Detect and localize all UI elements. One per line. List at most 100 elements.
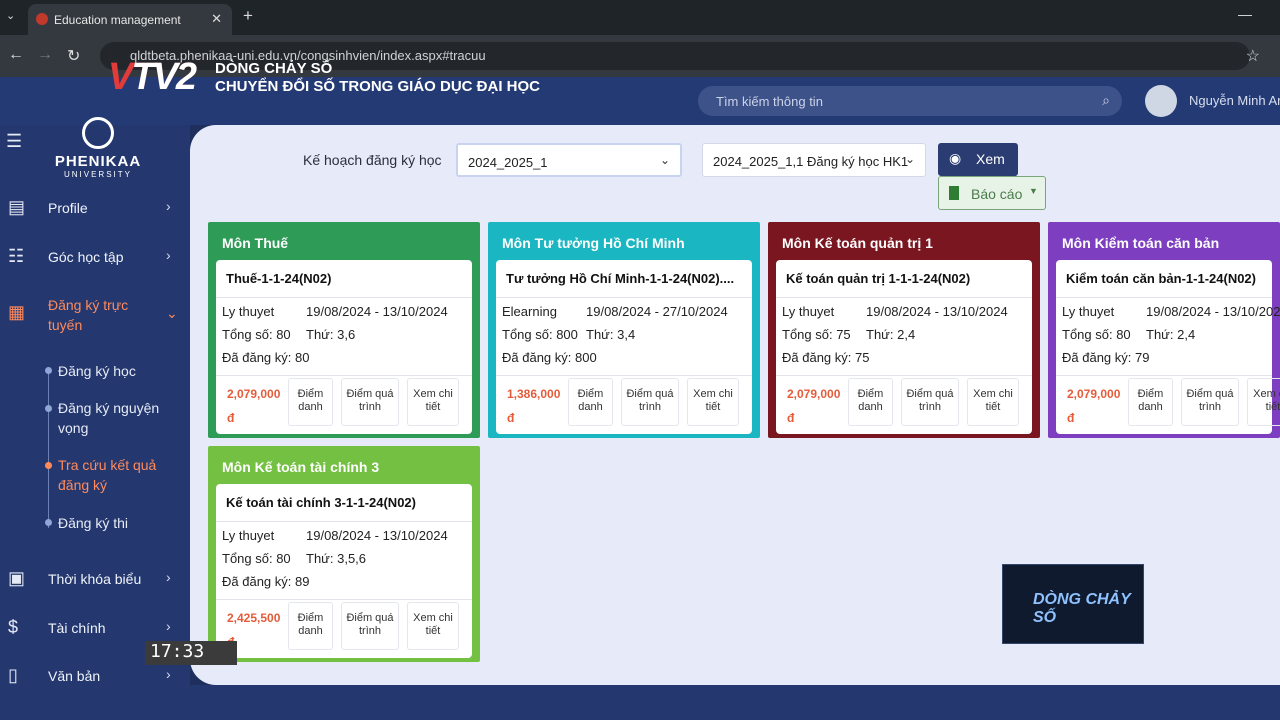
minimize-icon[interactable]: — — [1238, 6, 1252, 22]
eye-icon: ◉ — [949, 150, 962, 166]
search-input[interactable]: Tìm kiếm thông tin ⌕ — [698, 86, 1122, 116]
people-icon: ☷ — [8, 246, 25, 266]
sidebar-item-label: Góc học tập — [48, 249, 124, 265]
price-currency: đ — [787, 411, 795, 425]
overlay-text: DÒNG CHẢY SỐ — [1033, 591, 1131, 626]
sidebar-item-documents[interactable]: ▯ Văn bản › — [0, 658, 190, 694]
course-type-row: Ly thuyet 19/08/2024 - 13/10/2024 — [222, 528, 448, 543]
course-title: Môn Kế toán quản trị 1 — [782, 235, 933, 251]
course-total: Tổng số: 800 — [502, 327, 578, 342]
view-detail-button[interactable]: Xem chi tiết — [967, 378, 1019, 426]
course-total: Tổng số: 75 — [782, 327, 851, 342]
avatar[interactable] — [1145, 85, 1177, 117]
broadcast-overlay: DÒNG CHẢY SỐ — [1002, 564, 1144, 644]
course-code[interactable]: Kế toán tài chính 3-1-1-24(N02) — [226, 495, 416, 510]
bookmark-star-icon[interactable]: ☆ — [1245, 48, 1260, 65]
chevron-right-icon: › — [166, 247, 171, 263]
course-title: Môn Tư tưởng Hồ Chí Minh — [502, 235, 685, 251]
attendance-button[interactable]: Điểm danh — [568, 378, 613, 426]
chevron-right-icon: › — [166, 569, 171, 585]
view-detail-button[interactable]: Xem chi tiết — [407, 602, 459, 650]
close-tab-icon[interactable]: ✕ — [211, 11, 222, 26]
attendance-button[interactable]: Điểm danh — [848, 378, 893, 426]
sidebar-item-study[interactable]: ☷ Góc học tập › — [0, 239, 190, 275]
course-total: Tổng số: 80 — [222, 551, 291, 566]
sidebar-item-profile[interactable]: ▤ Profile › — [0, 190, 190, 226]
plan-value: 2024_2025_1 — [468, 155, 548, 170]
submenu-item-aspiration[interactable]: Đăng ký nguyện vọng — [58, 400, 160, 436]
process-score-button[interactable]: Điểm quá trình — [901, 378, 959, 426]
view-detail-button[interactable]: Xem chi tiết — [407, 378, 459, 426]
course-type: Ly thuyet — [782, 304, 835, 319]
broadcast-clock: 17:33 — [145, 641, 237, 665]
course-code[interactable]: Kế toán quản trị 1-1-1-24(N02) — [786, 271, 971, 286]
course-registered: Đã đăng ký: 80 — [222, 350, 310, 365]
course-box: Tư tưởng Hồ Chí Minh-1-1-24(N02).... Ele… — [496, 260, 752, 434]
course-type: Elearning — [502, 304, 557, 319]
course-type-row: Ly thuyet 19/08/2024 - 13/10/2024 — [1062, 304, 1280, 319]
phase-value: 2024_2025_1,1 Đăng ký học HK1 — [713, 154, 909, 169]
sidebar-item-registration[interactable]: ▦ Đăng ký trực tuyến ⌄ — [0, 295, 190, 341]
phase-select[interactable]: 2024_2025_1,1 Đăng ký học HK1 ⌄ — [702, 143, 926, 177]
course-code[interactable]: Thuế-1-1-24(N02) — [226, 271, 332, 286]
submenu-dot — [45, 405, 52, 412]
view-detail-button[interactable]: Xem chi tiết — [687, 378, 739, 426]
back-icon[interactable]: ← — [8, 46, 24, 63]
phenikaa-ring-icon — [82, 117, 114, 149]
course-type: Ly thuyet — [1062, 304, 1115, 319]
course-code[interactable]: Kiểm toán căn bản-1-1-24(N02) — [1066, 271, 1256, 286]
submenu-item-register[interactable]: Đăng ký học — [58, 363, 136, 379]
view-detail-button[interactable]: Xem chi tiết — [1247, 378, 1280, 426]
divider — [496, 375, 752, 376]
course-total-row: Tổng số: 75 Thứ: 2,4 — [782, 327, 915, 342]
process-score-button[interactable]: Điểm quá trình — [1181, 378, 1239, 426]
broadcast-caption: DÒNG CHẢY SỐ CHUYỂN ĐỔI SỐ TRONG GIÁO DỤ… — [215, 60, 540, 96]
tab-menu-icon[interactable]: ⌄ — [6, 10, 16, 22]
course-dates: 19/08/2024 - 13/10/2024 — [866, 304, 1008, 319]
course-total: Tổng số: 80 — [1062, 327, 1131, 342]
course-title: Môn Kế toán tài chính 3 — [222, 459, 380, 475]
favicon-icon — [36, 13, 48, 25]
course-dates: 19/08/2024 - 13/10/2024 — [1146, 304, 1280, 319]
process-score-button[interactable]: Điểm quá trình — [341, 602, 399, 650]
process-score-button[interactable]: Điểm quá trình — [621, 378, 679, 426]
new-tab-icon[interactable]: + — [243, 6, 253, 25]
menu-toggle-icon[interactable]: ☰ — [6, 131, 23, 151]
sidebar-item-label: Thời khóa biểu — [48, 571, 142, 587]
forward-icon[interactable]: → — [37, 46, 53, 63]
calendar-icon: ▣ — [8, 568, 26, 588]
submenu-item-lookup[interactable]: Tra cứu kết quả đăng ký — [58, 457, 157, 493]
attendance-button[interactable]: Điểm danh — [1128, 378, 1173, 426]
excel-icon — [949, 186, 959, 200]
brand-sub: UNIVERSITY — [63, 170, 132, 179]
caption-line1: DÒNG CHẢY SỐ — [215, 60, 333, 77]
course-title: Môn Thuế — [222, 235, 289, 251]
submenu-item-exam[interactable]: Đăng ký thi — [58, 515, 129, 531]
course-code[interactable]: Tư tưởng Hồ Chí Minh-1-1-24(N02).... — [506, 271, 735, 286]
view-button[interactable]: ◉ Xem — [938, 143, 1018, 176]
course-total-row: Tổng số: 80 Thứ: 2,4 — [1062, 327, 1195, 342]
sidebar-item-label: Đăng ký trực tuyến — [48, 297, 129, 333]
reload-icon[interactable]: ↻ — [67, 48, 81, 65]
user-name[interactable]: Nguyễn Minh An — [1189, 93, 1280, 108]
sidebar-item-label: Tài chính — [48, 620, 106, 636]
sidebar-item-timetable[interactable]: ▣ Thời khóa biểu › — [0, 561, 190, 597]
url-field[interactable]: qldtbeta.phenikaa-uni.edu.vn/congsinhvie… — [100, 42, 1250, 70]
process-score-button[interactable]: Điểm quá trình — [341, 378, 399, 426]
course-price: 1,386,000 đ — [507, 382, 560, 430]
search-icon[interactable]: ⌕ — [1102, 92, 1110, 108]
caption-line2: CHUYỂN ĐỔI SỐ TRONG GIÁO DỤC ĐẠI HỌC — [215, 78, 541, 95]
course-total-row: Tổng số: 800 Thứ: 3,4 — [502, 327, 635, 342]
course-price: 2,079,000 đ — [787, 382, 840, 430]
course-card: Môn Kế toán quản trị 1 Kế toán quản trị … — [768, 222, 1040, 438]
plan-select[interactable]: 2024_2025_1 ⌄ — [456, 143, 682, 177]
sidebar-item-finance[interactable]: $ Tài chính › — [0, 610, 190, 646]
attendance-button[interactable]: Điểm danh — [288, 602, 333, 650]
attendance-button[interactable]: Điểm danh — [288, 378, 333, 426]
bottom-strip — [190, 685, 1280, 720]
course-day: Thứ: 3,5,6 — [306, 551, 367, 566]
report-button[interactable]: Báo cáo ▼ — [938, 176, 1046, 210]
chevron-right-icon: › — [166, 666, 171, 682]
browser-tab[interactable]: Education management ✕ — [28, 4, 232, 35]
price-value: 2,079,000 — [1067, 387, 1121, 401]
